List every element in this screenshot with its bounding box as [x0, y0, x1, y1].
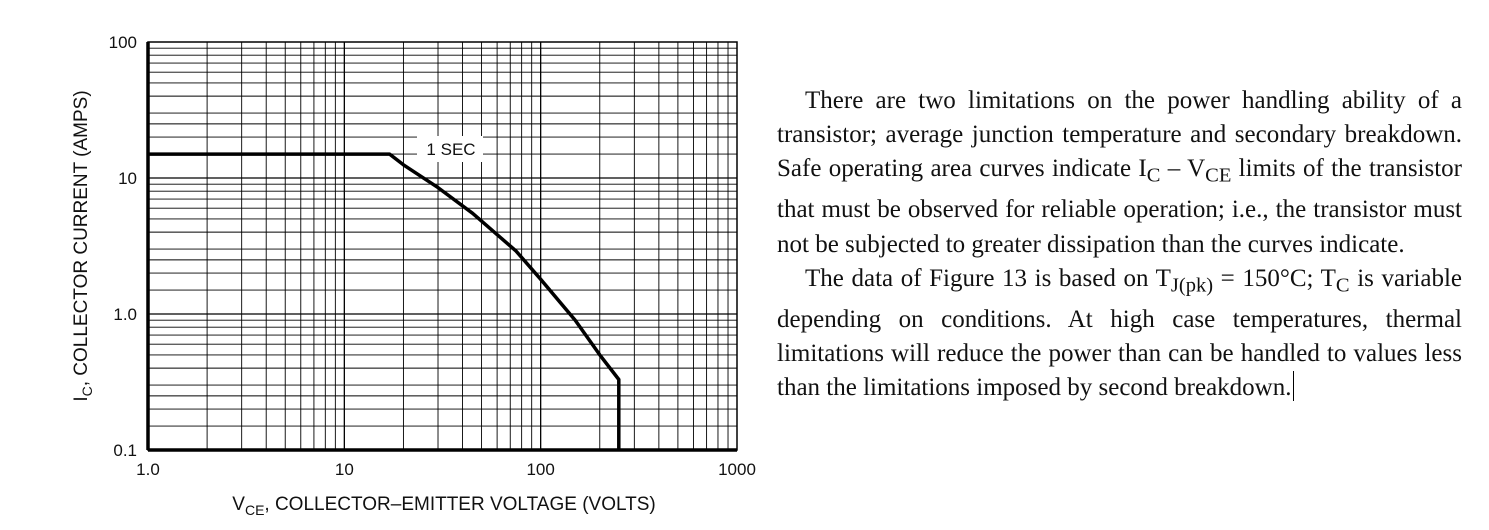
annotation-1-sec: 1 SEC: [426, 140, 475, 159]
plot-frame: [147, 41, 738, 451]
paragraph-2: The data of Figure 13 is based on TJ(pk)…: [777, 264, 1462, 402]
chart-grid: [147, 42, 737, 451]
x-tick-label: 1000: [718, 460, 756, 479]
x-tick-label: 100: [526, 460, 554, 479]
annotation-box: [417, 136, 483, 162]
y-tick-label: 0.1: [113, 441, 137, 460]
explanatory-text: There are two limitations on the power h…: [777, 84, 1462, 405]
y-tick-label: 10: [118, 169, 137, 188]
x-axis-label: VCE, COLLECTOR–EMITTER VOLTAGE (VOLTS): [232, 494, 655, 518]
paragraph-1: There are two limitations on the power h…: [777, 87, 1462, 258]
x-tick-label: 10: [335, 460, 354, 479]
x-tick-label: 1.0: [136, 460, 160, 479]
text-cursor: [1292, 371, 1294, 402]
y-tick-label: 1.0: [113, 305, 137, 324]
y-axis-label: IC, COLLECTOR CURRENT (AMPS): [71, 90, 95, 401]
soa-curve-1-sec: [148, 152, 621, 450]
y-tick-label: 100: [109, 33, 137, 52]
